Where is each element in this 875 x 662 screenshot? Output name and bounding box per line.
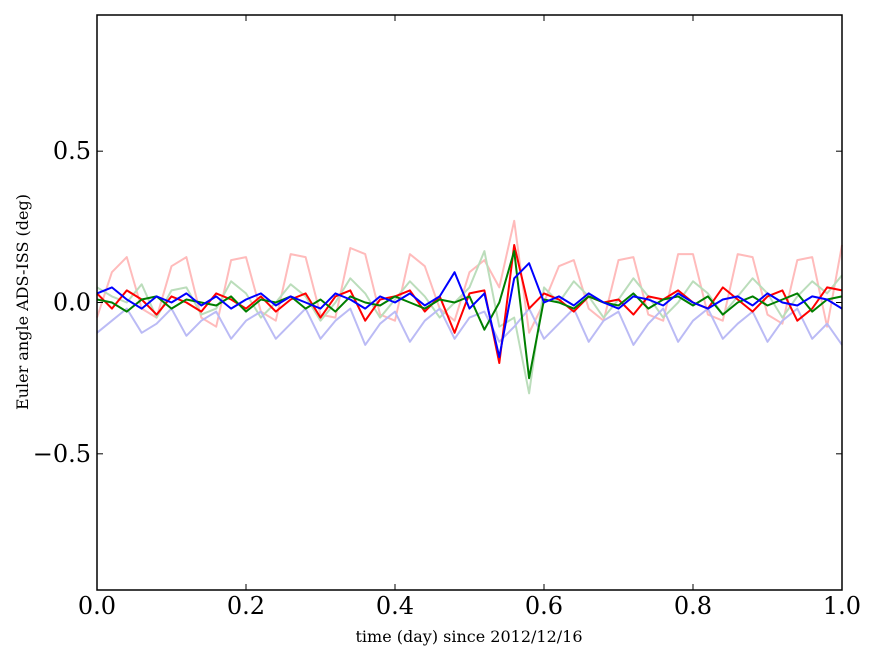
- y-tick-label-2: −0.5: [33, 440, 91, 468]
- series-layer: [96, 219, 843, 395]
- y-tick-label-1: 0.0: [53, 289, 91, 317]
- x-tick-label-1: 0.2: [227, 592, 265, 620]
- series-line-0: [96, 219, 843, 334]
- ticks-layer: 0.0 0.2 0.4 0.6 0.8 1.0 0.5 0.0 −0.5: [33, 15, 861, 620]
- x-tick-label-5: 1.0: [823, 592, 861, 620]
- series-line-2: [96, 307, 843, 346]
- y-axis-label: Euler angle ADS-ISS (deg): [13, 194, 32, 410]
- x-axis-label: time (day) since 2012/12/16: [355, 627, 582, 646]
- x-tick-label-2: 0.4: [376, 592, 414, 620]
- series-line-4: [96, 250, 843, 380]
- x-tick-label-4: 0.8: [674, 592, 712, 620]
- y-tick-label-0: 0.5: [53, 137, 91, 165]
- series-line-3: [96, 244, 843, 364]
- series-line-5: [96, 262, 843, 358]
- x-tick-label-3: 0.6: [525, 592, 563, 620]
- x-tick-label-0: 0.0: [78, 592, 116, 620]
